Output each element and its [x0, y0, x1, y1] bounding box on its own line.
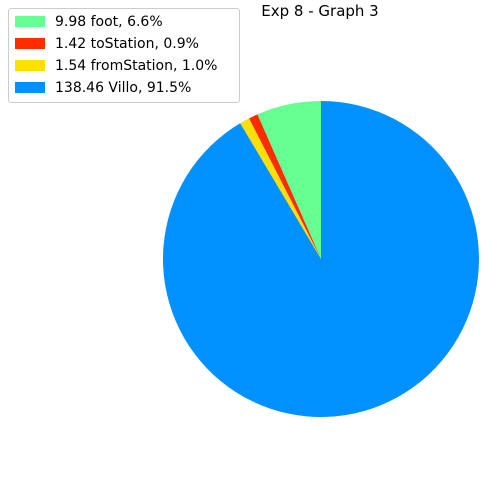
legend-swatch-foot	[15, 16, 45, 27]
legend-label-foot: 9.98 foot, 6.6%	[55, 14, 163, 30]
pie-slice-fromstation	[240, 118, 321, 259]
legend-label-villo: 138.46 Villo, 91.5%	[55, 80, 192, 96]
legend-label-fromstation: 1.54 fromStation, 1.0%	[55, 58, 218, 74]
legend-swatch-villo	[15, 82, 45, 93]
legend: 9.98 foot, 6.6% 1.42 toStation, 0.9% 1.5…	[8, 8, 240, 103]
chart-title: Exp 8 - Graph 3	[261, 2, 379, 20]
legend-swatch-tostation	[15, 38, 45, 49]
pie-slice-foot	[257, 101, 321, 259]
legend-swatch-fromstation	[15, 60, 45, 71]
pie-slice-tostation	[249, 114, 321, 259]
legend-label-tostation: 1.42 toStation, 0.9%	[55, 36, 199, 52]
pie-slice-villo	[162, 101, 479, 417]
